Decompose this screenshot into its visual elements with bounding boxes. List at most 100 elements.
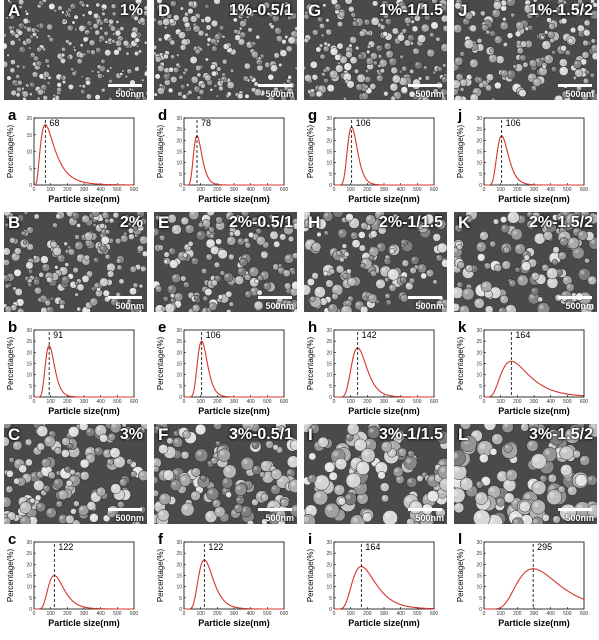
sem-image-panel: E 2%-0.5/1 500nm [154,212,297,312]
x-tick-label: 200 [363,187,372,193]
y-tick-label: 15 [26,133,32,139]
y-tick-label: 10 [26,585,32,591]
x-tick-label: 600 [130,399,139,405]
y-tick-label: 10 [176,161,182,167]
x-tick-label: 400 [246,611,255,617]
sample-condition: 2%-0.5/1 [228,214,293,231]
x-tick-label: 500 [263,399,272,405]
x-tick-label: 200 [213,187,222,193]
y-tick-label: 0 [29,395,32,401]
panel-letter: F [158,425,169,444]
y-tick-label: 10 [476,373,482,379]
x-tick-label: 600 [130,611,139,617]
x-tick-label: 0 [33,611,36,617]
sem-image-panel: G 1%-1/1.5 500nm [304,0,447,100]
x-axis-label: Particle size(nm) [348,194,420,204]
chart-letter: a [8,107,17,124]
y-axis-label: Percentage(%) [156,124,165,178]
scale-bar [108,84,142,87]
size-distribution-chart: l 0 100 200 300 400 500 600 0 5 10 15 20 25 30 295 Perce… [454,530,597,630]
x-tick-label: 600 [580,399,589,405]
x-tick-label: 500 [113,399,122,405]
sem-texture [154,424,297,524]
chart-svg: 0 100 200 300 400 500 600 0 5 10 15 20 25 30 78 Percent… [156,116,288,204]
x-tick-label: 0 [333,187,336,193]
distribution-curve [184,340,284,398]
x-tick-label: 0 [483,611,486,617]
y-tick-label: 5 [29,384,32,390]
y-tick-label: 0 [329,607,332,613]
x-axis-label: Particle size(nm) [498,618,570,628]
x-tick-label: 400 [396,399,405,405]
y-tick-label: 5 [479,172,482,178]
scale-bar [408,296,442,299]
x-axis-label: Particle size(nm) [348,406,420,416]
sample-condition: 3%-1.5/2 [528,426,593,443]
sem-image-panel: H 2%-1/1.5 500nm [304,212,447,312]
x-tick-label: 400 [96,399,105,405]
y-tick-label: 30 [326,540,332,546]
scale-bar-label: 500nm [265,301,294,311]
scale-bar [258,84,292,87]
x-tick-label: 100 [196,187,205,193]
sample-condition: 3% [119,426,143,443]
x-tick-label: 300 [380,399,389,405]
y-tick-label: 5 [29,596,32,602]
panel-letter: H [308,213,321,232]
y-tick-label: 30 [176,328,182,334]
x-tick-label: 400 [246,399,255,405]
x-tick-label: 0 [333,611,336,617]
chart-svg: 0 100 200 300 400 500 600 0 5 10 15 20 25 30 164 Percen… [306,540,438,628]
peak-value-label: 78 [201,118,211,128]
sample-condition: 2%-1/1.5 [378,214,443,231]
distribution-curve [184,559,284,610]
panel-letter: D [158,1,171,20]
sample-condition: 2%-1.5/2 [528,214,593,231]
distribution-curve [334,347,434,398]
panel-letter: I [308,425,313,444]
y-tick-label: 15 [326,574,332,580]
x-tick-label: 500 [263,187,272,193]
y-tick-label: 25 [326,551,332,557]
sem-texture [454,0,597,100]
plot-frame [333,329,435,398]
x-tick-label: 500 [263,611,272,617]
y-tick-label: 15 [176,362,182,368]
y-tick-label: 25 [476,127,482,133]
x-tick-label: 500 [563,611,572,617]
distribution-curve [484,568,585,610]
y-tick-label: 20 [176,350,182,356]
x-axis-label: Particle size(nm) [48,618,120,628]
sample-condition: 1% [119,2,143,19]
y-tick-label: 30 [326,116,332,122]
x-tick-label: 500 [563,187,572,193]
distribution-curve [484,360,584,398]
y-tick-label: 15 [26,362,32,368]
y-tick-label: 0 [479,183,482,189]
sem-image-panel: I 3%-1/1.5 500nm [304,424,447,524]
sem-image-panel: B 2% 500nm [4,212,147,312]
chart-letter: h [308,319,318,336]
x-tick-label: 600 [580,187,589,193]
y-tick-label: 30 [476,328,482,334]
scale-bar-label: 500nm [415,513,444,523]
peak-value-label: 164 [365,542,380,552]
y-tick-label: 15 [476,574,482,580]
distribution-curve [34,124,134,186]
y-tick-label: 5 [479,596,482,602]
plot-frame [483,117,585,186]
size-distribution-chart: a 0 100 200 300 400 500 600 0 5 10 15 20 68 Percentage… [4,106,147,206]
x-axis-label: Particle size(nm) [198,618,270,628]
y-tick-label: 10 [176,373,182,379]
chart-letter: d [158,107,168,124]
chart-svg: 0 100 200 300 400 500 600 0 5 10 15 20 25 30 164 Percen… [456,328,589,416]
x-tick-label: 100 [346,187,355,193]
y-tick-label: 20 [326,138,332,144]
panel-letter: G [308,1,322,20]
sem-image-panel: L 3%-1.5/2 500nm [454,424,597,524]
y-tick-label: 0 [329,395,332,401]
x-tick-label: 100 [496,399,505,405]
y-axis-label: Percentage(%) [456,124,465,178]
y-tick-label: 15 [326,150,332,156]
